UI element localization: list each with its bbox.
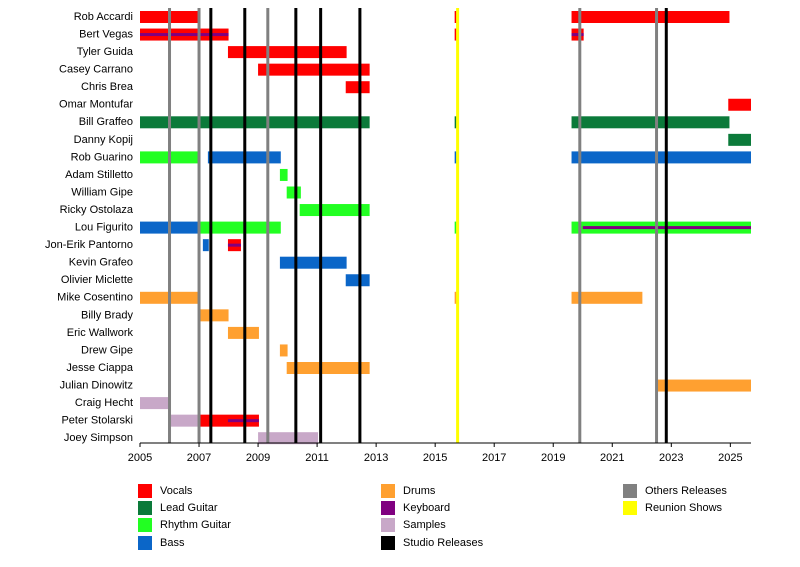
member-label: Peter Stolarski <box>61 415 133 427</box>
legend-label: Vocals <box>160 485 193 497</box>
tenure-bar <box>286 362 370 374</box>
member-label: Julian Dinowitz <box>60 379 133 391</box>
legend-label: Drums <box>403 485 436 497</box>
legend-swatch <box>381 484 395 498</box>
tenure-bar <box>279 256 347 269</box>
x-tick-label: 2021 <box>600 452 624 464</box>
member-label: Chris Brea <box>81 81 134 93</box>
tenure-bar <box>571 151 751 164</box>
tenure-bar <box>199 309 229 322</box>
x-tick-label: 2011 <box>305 452 329 464</box>
x-tick-label: 2019 <box>541 452 565 464</box>
member-label: Ricky Ostolaza <box>60 204 134 216</box>
legend-swatch <box>381 536 395 550</box>
x-tick-label: 2023 <box>659 452 683 464</box>
legend-swatch <box>381 501 395 515</box>
tenure-bar <box>199 221 281 234</box>
tenure-bar <box>728 133 751 146</box>
legend-swatch <box>138 501 152 515</box>
tenure-bar <box>258 63 370 76</box>
legend-label: Keyboard <box>403 502 450 514</box>
member-label: William Gipe <box>71 186 133 198</box>
x-tick-label: 2013 <box>364 452 388 464</box>
member-label: Olivier Miclette <box>61 274 133 286</box>
legend-label: Studio Releases <box>403 537 484 549</box>
member-label: Danny Kopij <box>74 134 133 146</box>
tenure-bar <box>345 274 370 287</box>
tenure-bar <box>227 46 347 59</box>
member-label: Lou Figurito <box>75 222 133 234</box>
tenure-bar <box>279 168 288 181</box>
x-tick-label: 2017 <box>482 452 506 464</box>
member-label: Jon-Erik Pantorno <box>45 239 133 251</box>
member-label: Billy Brady <box>81 309 133 321</box>
member-label: Kevin Grafeo <box>69 257 133 269</box>
tenure-bar <box>656 379 751 392</box>
tenure-bar <box>571 11 730 23</box>
tenure-bar <box>140 397 171 410</box>
tenure-bar <box>571 33 584 37</box>
member-label: Bill Graffeo <box>79 116 133 128</box>
member-label: Jesse Ciappa <box>66 362 134 374</box>
member-label: Casey Carrano <box>59 64 133 76</box>
member-label: Tyler Guida <box>77 46 134 58</box>
x-tick-label: 2005 <box>128 452 152 464</box>
legend-swatch <box>138 484 152 498</box>
member-label: Mike Cosentino <box>57 292 133 304</box>
member-label: Craig Hecht <box>75 397 133 409</box>
member-label: Eric Wallwork <box>67 327 134 339</box>
tenure-bar <box>140 116 370 129</box>
tenure-bar <box>279 344 288 357</box>
legend-label: Bass <box>160 537 185 549</box>
legend-label: Rhythm Guitar <box>160 519 231 531</box>
member-label: Adam Stilletto <box>65 169 133 181</box>
tenure-bar <box>227 243 241 247</box>
legend-label: Samples <box>403 519 446 531</box>
tenure-bar <box>169 414 200 427</box>
member-label: Bert Vegas <box>79 28 133 40</box>
legend-swatch <box>138 536 152 550</box>
member-label: Rob Accardi <box>74 11 133 23</box>
x-tick-label: 2015 <box>423 452 447 464</box>
tenure-bar <box>286 186 301 199</box>
member-label: Omar Montufar <box>59 99 133 111</box>
tenure-bar <box>728 98 751 111</box>
legend-swatch <box>623 484 637 498</box>
tenure-bar <box>571 116 730 129</box>
legend-label: Others Releases <box>645 485 727 497</box>
x-tick-label: 2007 <box>187 452 211 464</box>
member-label: Drew Gipe <box>81 344 133 356</box>
tenure-bar <box>299 204 370 217</box>
x-tick-label: 2009 <box>246 452 270 464</box>
tenure-bar <box>258 432 318 445</box>
member-label: Rob Guarino <box>71 151 133 163</box>
legend-label: Reunion Shows <box>645 502 723 514</box>
tenure-bar <box>140 33 229 37</box>
legend-swatch <box>381 518 395 532</box>
tenure-bar <box>202 239 209 252</box>
member-label: Joey Simpson <box>64 432 133 444</box>
tenure-bar <box>345 81 370 94</box>
legend-swatch <box>623 501 637 515</box>
tenure-bar <box>571 291 643 304</box>
legend-swatch <box>138 518 152 532</box>
x-tick-label: 2025 <box>718 452 742 464</box>
legend-label: Lead Guitar <box>160 502 218 514</box>
